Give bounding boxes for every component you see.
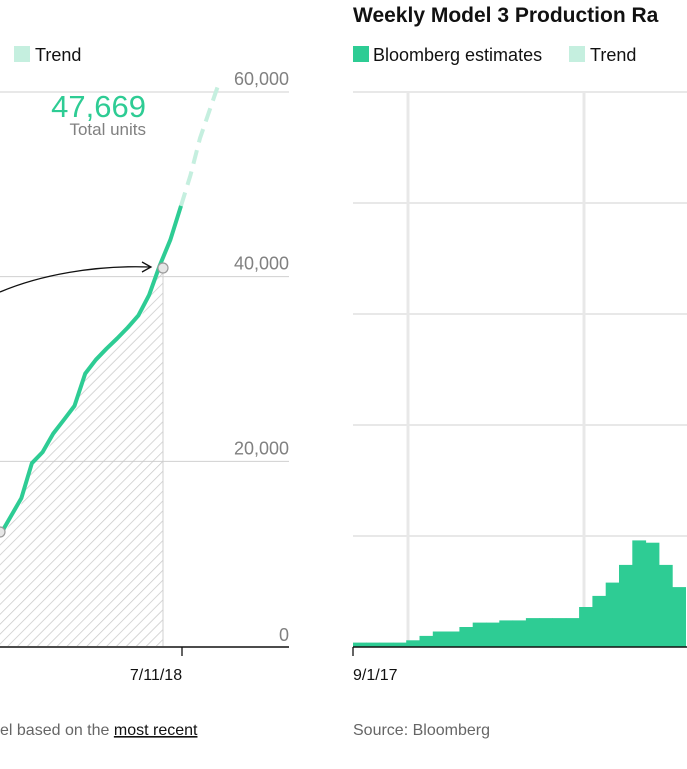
weekly-bar [565,618,580,647]
weekly-bar [499,620,514,647]
y-tick-label: 40,000 [234,254,289,274]
cumulative-production-chart: Trend 47,669 Total units 0 20,000 40,000 60… [0,45,289,739]
weekly-bar [552,618,567,647]
weekly-production-chart: Weekly Model 3 Production Ra Bloomberg e… [352,4,687,739]
left-y-axis: 0 20,000 40,000 60,000 [234,69,289,645]
weekly-bar [446,631,460,647]
weekly-bar [379,642,394,647]
left-x-tick-label: 7/11/18 [130,667,182,684]
weekly-bar [619,564,633,647]
annotation-arrow [0,266,151,293]
right-x-tick-label: 9/1/17 [353,667,398,684]
estimates-legend-label: Bloomberg estimates [373,45,542,65]
trend-legend-label: Trend [590,45,636,65]
weekly-bar [472,622,487,647]
trend-legend-label: Trend [35,45,81,65]
weekly-bar [672,587,686,647]
footnote-text: el based on the [0,722,114,739]
weekly-bar [539,618,553,647]
weekly-bar [632,540,647,647]
weekly-bar [645,542,660,647]
weekly-bar [406,640,420,647]
marker-point [157,262,169,274]
right-gridlines [353,91,687,647]
chart-title: Weekly Model 3 Production Ra [353,4,659,27]
source-note: Source: Bloomberg [353,722,490,739]
y-tick-label: 20,000 [234,438,289,458]
y-tick-label: 60,000 [234,69,289,89]
weekly-bar [353,642,367,647]
weekly-bars [353,540,686,647]
cumulative-area [0,271,163,646]
trend-line [179,82,221,207]
total-units-value: 47,669 [51,89,146,124]
weekly-bar [592,595,607,647]
weekly-bar [512,620,527,647]
weekly-bar [486,622,500,647]
weekly-bar [605,582,620,647]
estimates-legend-swatch [353,46,369,62]
weekly-bar [525,618,540,647]
weekly-bar [392,642,407,647]
trend-legend-swatch [14,46,30,62]
most-recent-link[interactable]: most recent [114,722,198,739]
weekly-bar [432,631,447,647]
production-line [0,205,183,537]
y-tick-label: 0 [279,625,289,645]
marker-point [0,526,6,538]
weekly-bar [658,564,673,647]
weekly-bar [366,642,381,647]
total-units-label: Total units [69,120,146,139]
trend-legend-swatch [569,46,585,62]
arrow-head [141,261,153,273]
weekly-bar [459,627,474,647]
weekly-bar [579,607,593,647]
weekly-bar [419,635,434,647]
left-footnote: el based on the most recent [0,722,198,739]
